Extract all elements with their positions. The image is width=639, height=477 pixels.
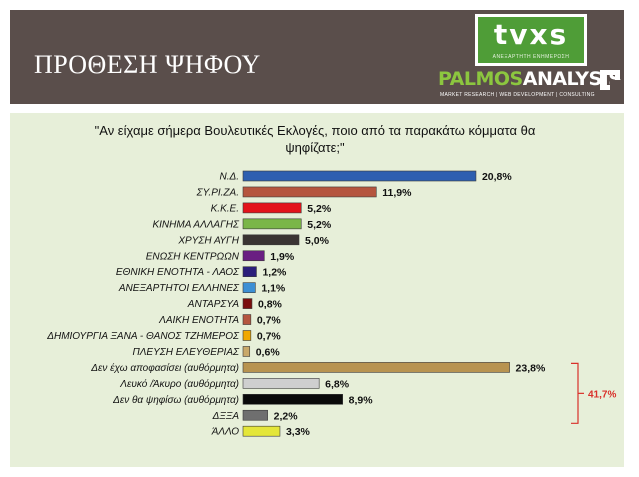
category-label: ΚΙΝΗΜΑ ΑΛΛΑΓΗΣ <box>152 219 240 230</box>
bar <box>242 362 510 373</box>
category-label: Ν.Δ. <box>220 172 240 183</box>
value-label: 0,7% <box>257 315 282 327</box>
bar <box>242 186 377 198</box>
bar <box>242 393 343 405</box>
bar <box>242 330 252 341</box>
bar <box>242 234 300 246</box>
value-label: 6,8% <box>325 378 350 390</box>
category-label: Λευκό /Άκυρο (αυθόρμητα) <box>119 378 239 390</box>
value-label: 2,2% <box>274 410 299 422</box>
bar <box>242 298 253 309</box>
bar <box>242 409 268 421</box>
palmos-analysis-logo: PALMOSANALYSIS MARKET RESEARCH | WEB DEV… <box>438 68 623 102</box>
bar <box>242 250 265 262</box>
palmos-logo-name: PALMOSANALYSIS <box>438 68 622 90</box>
bracket <box>571 362 579 424</box>
category-label: ΔΞΞΑ <box>212 411 240 422</box>
value-label: 1,9% <box>270 251 295 263</box>
category-label: ΔΗΜΙΟΥΡΓΙΑ ΞΑΝΑ - ΘΑΝΟΣ ΤΖΗΜΕΡΟΣ <box>46 331 240 342</box>
value-label: 5,0% <box>305 235 330 247</box>
bar <box>242 218 302 230</box>
value-label: 23,8% <box>516 362 546 374</box>
value-label: 3,3% <box>286 426 311 438</box>
category-label: ΑΝΕΞΑΡΤΗΤΟΙ ΕΛΛΗΝΕΣ <box>118 283 240 294</box>
chart-title: "Αν είχαμε σήμερα Βουλευτικές Εκλογές, π… <box>94 123 536 155</box>
value-label: 20,8% <box>482 171 512 183</box>
bracket-total-label: 41,7% <box>588 389 616 400</box>
tvxs-logo-subtext: ΑΝΕΞΑΡΤΗΤΗ ΕΝΗΜΕΡΩΣΗ <box>492 54 570 60</box>
bar <box>242 282 256 293</box>
bar-chart: Ν.Δ. 20,8% ΣΥ.ΡΙ.ΖΑ. 11,9% Κ.Κ.Ε. 5,2% ΚΙΝΗΜΑ … <box>46 170 616 438</box>
category-label: ΠΛΕΥΣΗ ΕΛΕΥΘΕΡΙΑΣ <box>133 347 240 358</box>
value-label: 8,9% <box>349 394 374 406</box>
palmos-square-icon <box>600 70 623 93</box>
slide-header: ΠΡΟΘΕΣΗ ΨΗΦΟΥ tvxs ΑΝΕΞΑΡΤΗΤΗ ΕΝΗΜΕΡΩΣΗ … <box>10 10 624 104</box>
category-label: ΑΝΤΑΡΣΥΑ <box>187 299 240 310</box>
value-label: 1,2% <box>262 267 287 279</box>
value-label: 1,1% <box>261 283 286 295</box>
category-label: ΕΝΩΣΗ ΚΕΝΤΡΩΩΝ <box>146 251 240 262</box>
bar <box>242 314 252 325</box>
palmos-logo-part2: ANALYSIS <box>522 68 622 90</box>
category-label: Κ.Κ.Ε. <box>211 203 239 214</box>
slide-title: ΠΡΟΘΕΣΗ ΨΗΦΟΥ <box>34 50 261 79</box>
value-label: 5,2% <box>307 219 332 231</box>
value-label: 11,9% <box>382 187 412 199</box>
value-label: 5,2% <box>307 203 332 215</box>
value-label: 0,6% <box>256 346 281 358</box>
chart-panel: "Αν είχαμε σήμερα Βουλευτικές Εκλογές, π… <box>10 113 624 467</box>
tvxs-logo: tvxs ΑΝΕΞΑΡΤΗΤΗ ΕΝΗΜΕΡΩΣΗ <box>475 14 587 66</box>
bar <box>242 346 251 357</box>
tvxs-logo-background: tvxs ΑΝΕΞΑΡΤΗΤΗ ΕΝΗΜΕΡΩΣΗ <box>478 17 584 63</box>
category-label: ΛΑΙΚΗ ΕΝΟΤΗΤΑ <box>158 315 239 326</box>
value-label: 0,7% <box>257 331 282 343</box>
bar <box>242 266 257 277</box>
bar <box>242 425 281 437</box>
category-label: Δεν θα ψηφίσω (αυθόρμητα) <box>112 394 239 406</box>
category-label: ΧΡΥΣΗ ΑΥΓΗ <box>177 235 239 246</box>
palmos-logo-tagline: MARKET RESEARCH | WEB DEVELOPMENT | CONS… <box>440 92 595 98</box>
bar <box>242 202 302 214</box>
category-label: ΕΘΝΙΚΗ ΕΝΟΤΗΤΑ - ΛΑΟΣ <box>116 267 240 278</box>
bar <box>242 378 320 389</box>
category-label: Δεν έχω αποφασίσει (αυθόρμητα) <box>90 362 239 374</box>
category-label: ΆΛΛΟ <box>211 427 239 438</box>
category-label: ΣΥ.ΡΙ.ΖΑ. <box>196 187 239 198</box>
tvxs-logo-text: tvxs <box>493 18 569 51</box>
palmos-logo-part1: PALMOS <box>438 68 523 90</box>
bar <box>242 170 477 182</box>
value-label: 0,8% <box>258 299 283 311</box>
